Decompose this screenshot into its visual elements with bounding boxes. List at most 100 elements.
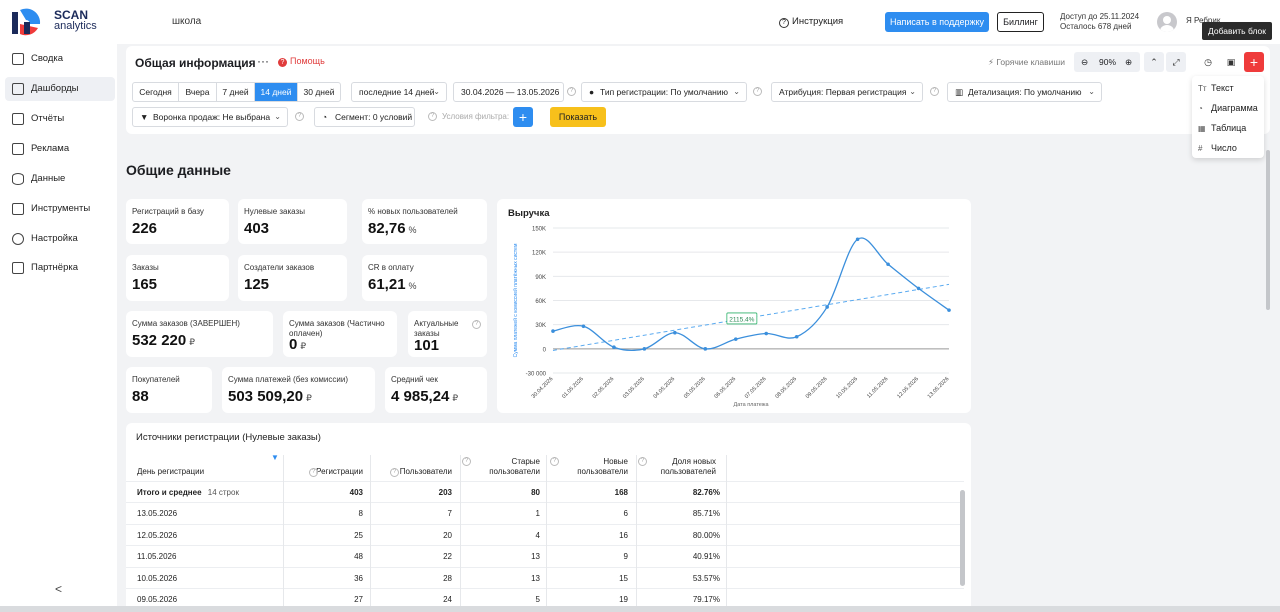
metric-card: Заказы 165 xyxy=(126,255,229,301)
more-menu-button[interactable]: ··· xyxy=(257,54,269,68)
segment-select[interactable]: ◔ Сегмент: 0 условий xyxy=(314,107,415,127)
menu-item-chart[interactable]: ◔ Диаграмма xyxy=(1198,103,1258,113)
x-axis-label: Дата платежа xyxy=(733,402,769,408)
registration-type-select[interactable]: ● Тип регистрации: По умолчанию ⌄ xyxy=(581,82,747,102)
x-tick-label: 07.05.2026 xyxy=(744,376,768,400)
info-icon: ? xyxy=(390,468,399,477)
collapse-sidebar-button[interactable]: < xyxy=(55,582,63,596)
table-scrollbar[interactable] xyxy=(960,490,965,586)
column-header-new-users[interactable]: Новые пользователи xyxy=(577,457,628,476)
info-icon: ? xyxy=(428,112,437,121)
metric-value: 88 xyxy=(132,388,149,405)
info-icon: ? xyxy=(462,457,471,466)
x-tick-label: 06.05.2026 xyxy=(713,376,737,400)
metric-value: 125 xyxy=(244,276,269,293)
x-tick-label: 10.05.2026 xyxy=(835,376,859,400)
menu-item-label: Таблица xyxy=(1211,123,1247,133)
logo-top: SCAN xyxy=(54,8,89,22)
info-icon: ? xyxy=(550,457,559,466)
metric-card: Актуальные заказы? 101 xyxy=(408,311,487,357)
menu-item-text[interactable]: Tт Текст xyxy=(1198,83,1234,93)
help-link[interactable]: ? Помощь xyxy=(278,56,325,67)
x-tick-label: 04.05.2026 xyxy=(653,376,677,400)
table-cell: 20 xyxy=(443,530,452,540)
sort-indicator-icon[interactable]: ▼ xyxy=(271,453,279,462)
column-header-old-users[interactable]: Старые пользователи xyxy=(489,457,540,476)
date-range-picker[interactable]: 30.04.2026 — 13.05.2026 xyxy=(453,82,564,102)
history-icon[interactable]: ◷ xyxy=(1204,57,1212,67)
metric-value: 101 xyxy=(414,337,439,354)
table-row: 10.05.2026 36 28 13 15 53.57% xyxy=(126,566,964,588)
summary-icon xyxy=(12,53,24,65)
period-7-days[interactable]: 7 дней xyxy=(217,83,255,101)
organization-name[interactable]: школа xyxy=(172,16,202,27)
sidebar-item-label: Данные xyxy=(31,173,66,184)
instruction-link[interactable]: ? Инструкция xyxy=(779,16,843,28)
column-header-users[interactable]: Пользователи xyxy=(399,467,452,476)
sidebar-item-partners[interactable]: Партнёрка xyxy=(5,256,115,280)
menu-item-table[interactable]: ▦ Таблица xyxy=(1198,123,1246,133)
sidebar-item-dashboards[interactable]: Дашборды xyxy=(5,77,115,101)
logo-bottom: analytics xyxy=(54,20,97,32)
fullscreen-icon[interactable]: ⤢ xyxy=(1166,52,1186,72)
sidebar-item-tools[interactable]: Инструменты xyxy=(5,197,115,221)
info-icon: ? xyxy=(309,468,318,477)
horizontal-scrollbar[interactable] xyxy=(0,606,1280,612)
logo[interactable]: SCAN analytics xyxy=(10,6,102,38)
days-left: Осталось 678 дней xyxy=(1060,22,1132,31)
table-row: 12.05.2026 25 20 4 16 80.00% xyxy=(126,523,964,545)
period-14-days[interactable]: 14 дней xyxy=(255,83,298,101)
zoom-out-icon[interactable]: ⊖ xyxy=(1081,57,1089,67)
funnel-select[interactable]: ▼ Воронка продаж: Не выбрана ⌄ xyxy=(132,107,288,127)
column-divider xyxy=(283,455,284,612)
sidebar-item-ads[interactable]: Реклама xyxy=(5,137,115,161)
sidebar-item-settings[interactable]: Настройка xyxy=(5,227,115,251)
column-header-registrations[interactable]: Регистрации xyxy=(316,467,363,476)
add-condition-button[interactable]: + xyxy=(513,107,533,127)
sidebar-item-data[interactable]: Данные xyxy=(5,167,115,191)
menu-item-number[interactable]: # Число xyxy=(1198,143,1237,153)
billing-button[interactable]: Биллинг xyxy=(997,12,1044,32)
sidebar-item-summary[interactable]: Сводка xyxy=(5,47,115,71)
hotkeys-link[interactable]: ⚡ Горячие клавиши xyxy=(988,57,1065,67)
sidebar-item-reports[interactable]: Отчёты xyxy=(5,107,115,131)
metric-number: 125 xyxy=(244,276,270,293)
period-today[interactable]: Сегодня xyxy=(133,83,179,101)
column-header-date[interactable]: День регистрации xyxy=(137,467,205,476)
zoom-in-icon[interactable]: ⊕ xyxy=(1125,57,1133,67)
collapse-up-icon[interactable]: ⌃ xyxy=(1144,52,1164,72)
metric-number: 165 xyxy=(132,276,158,293)
user-icon: ● xyxy=(589,87,595,97)
total-label-text: Итого и среднее xyxy=(137,488,202,497)
detail-select[interactable]: ▥ Детализация: По умолчанию ⌄ xyxy=(947,82,1102,102)
metric-card: Сумма заказов (ЗАВЕРШЕН) 532 220 ₽ xyxy=(126,311,273,357)
x-tick-label: 12.05.2026 xyxy=(896,376,920,400)
support-button[interactable]: Написать в поддержку xyxy=(885,12,989,32)
hash-icon: # xyxy=(1198,144,1203,153)
info-icon: ? xyxy=(638,457,647,466)
user-name[interactable]: Я Ребрик... xyxy=(1186,16,1228,25)
period-select[interactable]: последние 14 дней ⌄ xyxy=(351,82,447,102)
attribution-select[interactable]: Атрибуция: Первая регистрация ⌄ xyxy=(771,82,923,102)
y-tick-label: 30K xyxy=(535,323,546,329)
table-cell: 40.91% xyxy=(692,552,720,561)
add-block-button[interactable]: + xyxy=(1244,52,1264,72)
chevron-down-icon: ⌄ xyxy=(1088,87,1095,96)
metric-value: 503 509,20 ₽ xyxy=(228,388,312,405)
metric-number: 503 509,20 xyxy=(228,388,304,405)
y-tick-label: 60K xyxy=(535,299,546,305)
metric-card: Нулевые заказы 403 xyxy=(238,199,347,244)
sidebar-item-label: Отчёты xyxy=(31,113,65,124)
period-30-days[interactable]: 30 дней xyxy=(303,87,335,97)
show-button[interactable]: Показать xyxy=(550,107,606,127)
save-icon[interactable]: ▣ xyxy=(1226,57,1236,67)
table-cell: 48 xyxy=(354,552,363,561)
column-header-new-share[interactable]: Доля новых пользователей xyxy=(660,457,716,476)
avatar[interactable] xyxy=(1157,12,1177,32)
table-cell-date: 13.05.2026 xyxy=(137,509,178,518)
period-yesterday[interactable]: Вчера xyxy=(179,83,217,101)
page-scrollbar[interactable] xyxy=(1266,150,1270,310)
tools-icon xyxy=(12,203,24,215)
x-tick-label: 09.05.2026 xyxy=(805,376,829,400)
